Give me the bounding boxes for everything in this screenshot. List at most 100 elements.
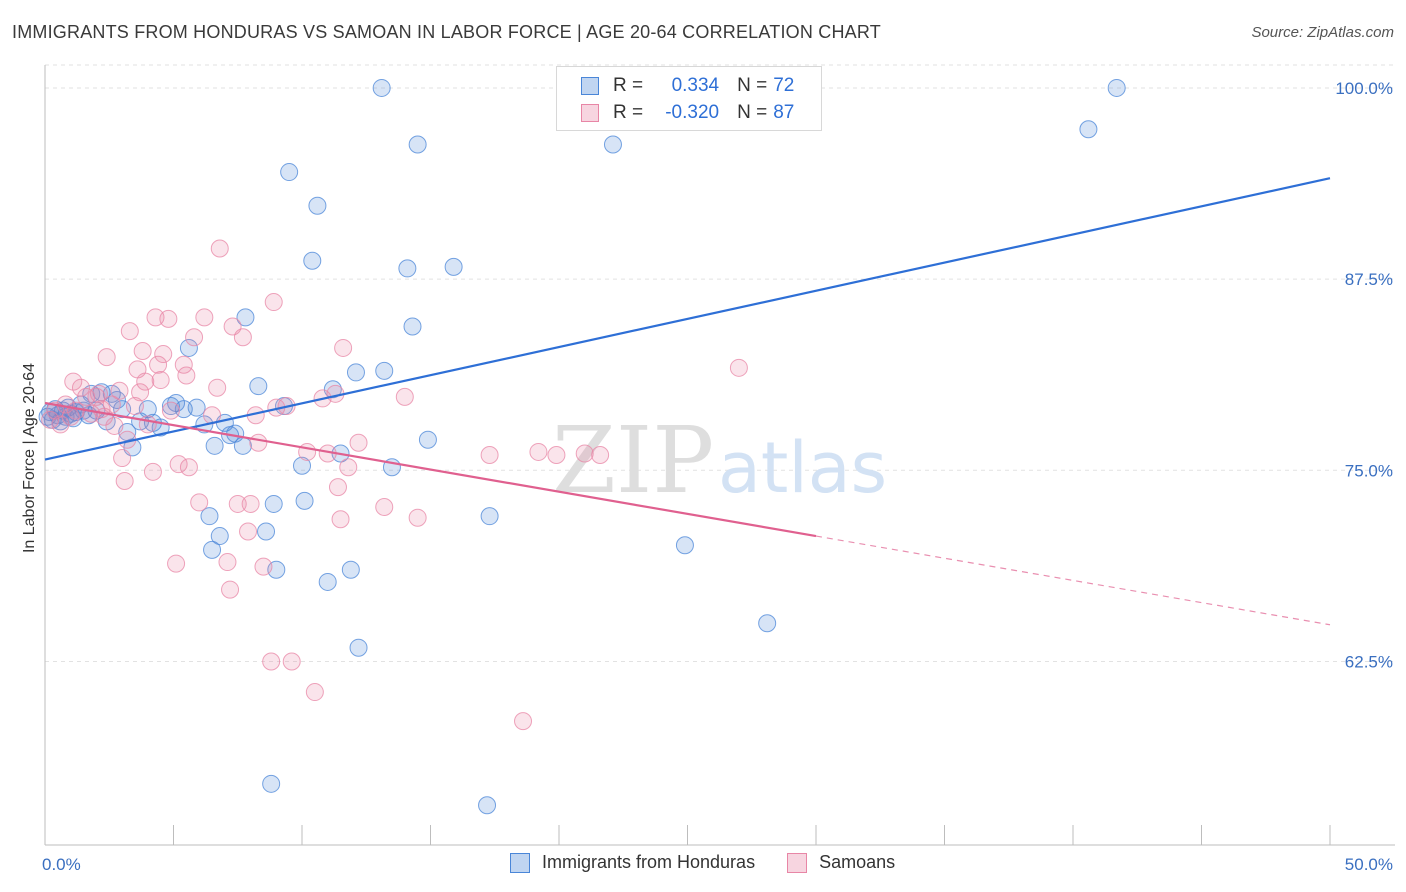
honduras-point bbox=[295, 491, 314, 510]
samoan-point bbox=[125, 397, 144, 416]
y-axis-title: In Labor Force | Age 20-64 bbox=[21, 363, 38, 553]
series-label-samoans: Samoans bbox=[819, 852, 896, 872]
samoan-point bbox=[174, 355, 193, 374]
samoan-point bbox=[349, 433, 368, 452]
honduras-point bbox=[303, 251, 322, 270]
samoan-point bbox=[218, 553, 237, 572]
chart-title: IMMIGRANTS FROM HONDURAS VS SAMOAN IN LA… bbox=[12, 22, 881, 42]
legend-row-honduras: R = 0.334 N = 72 bbox=[581, 73, 794, 99]
samoan-point bbox=[480, 446, 499, 464]
samoan-point bbox=[143, 462, 162, 481]
legend-n-value: 72 bbox=[773, 75, 795, 96]
series-swatch-honduras bbox=[510, 852, 530, 873]
honduras-point bbox=[444, 257, 463, 276]
series-legend-item-honduras[interactable]: Immigrants from Honduras bbox=[510, 852, 755, 873]
samoan-point bbox=[233, 328, 252, 347]
samoan-point bbox=[282, 652, 301, 671]
samoan-point bbox=[547, 446, 566, 464]
samoan-point bbox=[729, 358, 748, 377]
honduras-point bbox=[603, 135, 622, 154]
samoan-point bbox=[591, 446, 610, 464]
samoan-point bbox=[408, 508, 427, 527]
honduras-point bbox=[203, 540, 222, 559]
honduras-point bbox=[408, 135, 427, 154]
honduras-point bbox=[341, 560, 360, 579]
samoan-point bbox=[110, 381, 129, 400]
samoan-point bbox=[241, 494, 260, 513]
honduras-point bbox=[308, 196, 327, 215]
honduras-point bbox=[174, 400, 193, 419]
honduras-point bbox=[233, 436, 252, 455]
y-tick-label: 75.0% bbox=[1345, 461, 1393, 480]
honduras-point bbox=[280, 163, 299, 182]
samoan-point bbox=[136, 372, 155, 391]
samoan-point bbox=[514, 712, 533, 731]
honduras-point bbox=[418, 430, 437, 449]
samoan-point bbox=[146, 308, 165, 327]
series-label-honduras: Immigrants from Honduras bbox=[542, 852, 756, 872]
samoan-point bbox=[210, 239, 229, 258]
samoan-point bbox=[190, 493, 209, 512]
honduras-point bbox=[257, 522, 276, 541]
samoan-point bbox=[221, 580, 240, 599]
honduras-point bbox=[249, 377, 268, 396]
honduras-point bbox=[403, 317, 422, 336]
honduras-point bbox=[210, 527, 229, 546]
samoan-point bbox=[177, 366, 196, 385]
honduras-point bbox=[758, 614, 777, 633]
samoan-point bbox=[195, 308, 214, 327]
samoan-point bbox=[113, 449, 132, 468]
y-tick-label: 62.5% bbox=[1345, 652, 1393, 671]
data-points bbox=[38, 78, 1126, 815]
legend-r-value: 0.334 bbox=[671, 75, 720, 96]
samoan-point bbox=[120, 322, 139, 341]
honduras-point bbox=[187, 398, 206, 417]
samoan-point bbox=[395, 387, 414, 406]
honduras-point bbox=[205, 436, 224, 455]
honduras-point bbox=[372, 78, 391, 97]
samoan-point bbox=[131, 383, 150, 402]
samoan-point bbox=[41, 410, 60, 429]
samoan-point bbox=[334, 338, 353, 357]
stats-legend: R = 0.334 N = 72 R = -0.320 N = 87 bbox=[556, 66, 822, 131]
tick-labels: 100.0% 87.5% 75.0% 62.5% 0.0% 50.0% bbox=[42, 79, 1393, 874]
watermark: ZIP atlas bbox=[552, 407, 887, 514]
series-legend-item-samoans[interactable]: Samoans bbox=[787, 852, 895, 873]
samoan-point bbox=[169, 455, 188, 474]
samoan-point bbox=[105, 416, 124, 435]
samoan-point bbox=[254, 557, 273, 576]
legend-n-value: 87 bbox=[773, 102, 795, 123]
samoan-point bbox=[151, 371, 170, 390]
samoan-point bbox=[89, 384, 108, 403]
samoan-point bbox=[115, 472, 134, 490]
samoan-point bbox=[264, 293, 283, 312]
samoan-trend-line bbox=[44, 401, 817, 538]
legend-r-label: R = bbox=[613, 75, 644, 96]
honduras-point bbox=[375, 361, 394, 380]
honduras-point bbox=[262, 774, 281, 793]
legend-row-samoans: R = -0.320 N = 87 bbox=[581, 100, 794, 126]
honduras-point bbox=[675, 536, 694, 555]
samoan-point bbox=[97, 348, 116, 367]
samoan-point bbox=[149, 355, 168, 374]
watermark-atlas: atlas bbox=[718, 427, 887, 509]
trend-lines bbox=[44, 177, 1331, 626]
legend-r-label: R = bbox=[613, 102, 644, 123]
grid-lines bbox=[45, 64, 1395, 662]
source-label: Source: ZipAtlas.com bbox=[1251, 24, 1394, 41]
samoan-point bbox=[161, 401, 180, 420]
series-swatch-samoans bbox=[787, 852, 808, 873]
honduras-point bbox=[264, 494, 283, 513]
honduras-point bbox=[398, 259, 417, 278]
honduras-trend-line bbox=[44, 177, 1331, 461]
samoan-point bbox=[305, 683, 324, 702]
samoan-point bbox=[154, 345, 173, 364]
honduras-point bbox=[346, 363, 365, 382]
honduras-point bbox=[478, 796, 497, 815]
watermark-zip: ZIP bbox=[552, 407, 714, 514]
legend-n-label: N = bbox=[737, 102, 768, 123]
samoan-point bbox=[328, 478, 347, 497]
samoan-point bbox=[228, 494, 247, 513]
samoan-point bbox=[71, 378, 90, 397]
